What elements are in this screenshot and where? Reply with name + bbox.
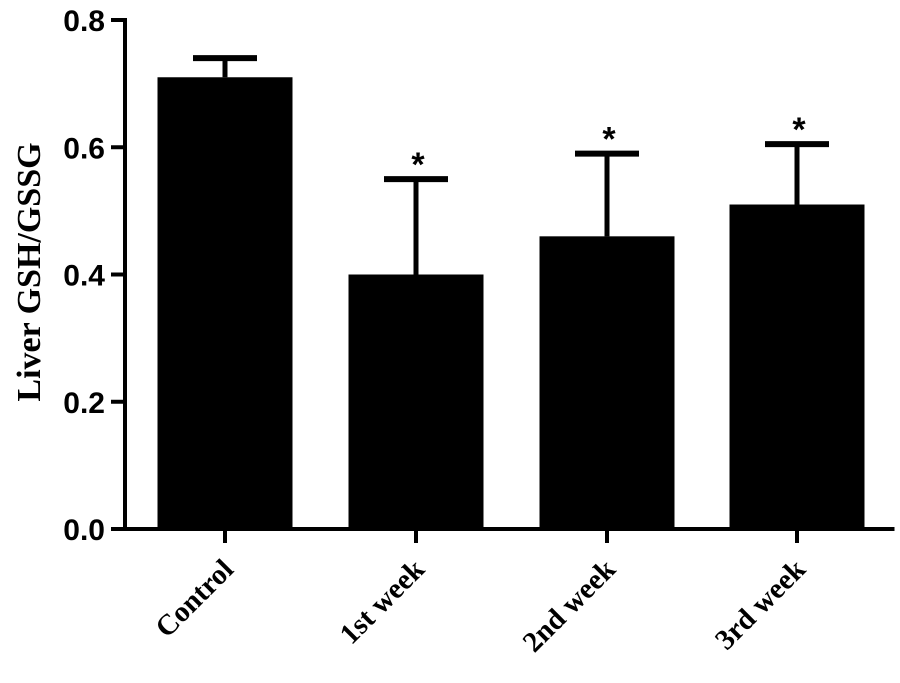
bar [729,204,865,529]
significance-marker: * [411,146,425,184]
y-tick-label: 0.6 [63,132,105,165]
y-tick-label: 0.4 [63,260,105,293]
bar [348,274,484,529]
bar [157,77,293,529]
y-tick-label: 0.2 [63,387,105,420]
y-tick-label: 0.8 [63,5,105,38]
x-tick-label: 2nd week [517,553,623,659]
y-tick-label: 0.0 [63,514,105,547]
significance-marker: * [602,121,616,159]
x-tick-label: Control [149,553,240,644]
bar [539,236,675,529]
y-axis-label: Liver GSH/GSSG [11,142,48,401]
significance-marker: * [792,111,806,149]
x-tick-label: 1st week [334,553,432,651]
x-tick-label: 3rd week [709,553,813,657]
